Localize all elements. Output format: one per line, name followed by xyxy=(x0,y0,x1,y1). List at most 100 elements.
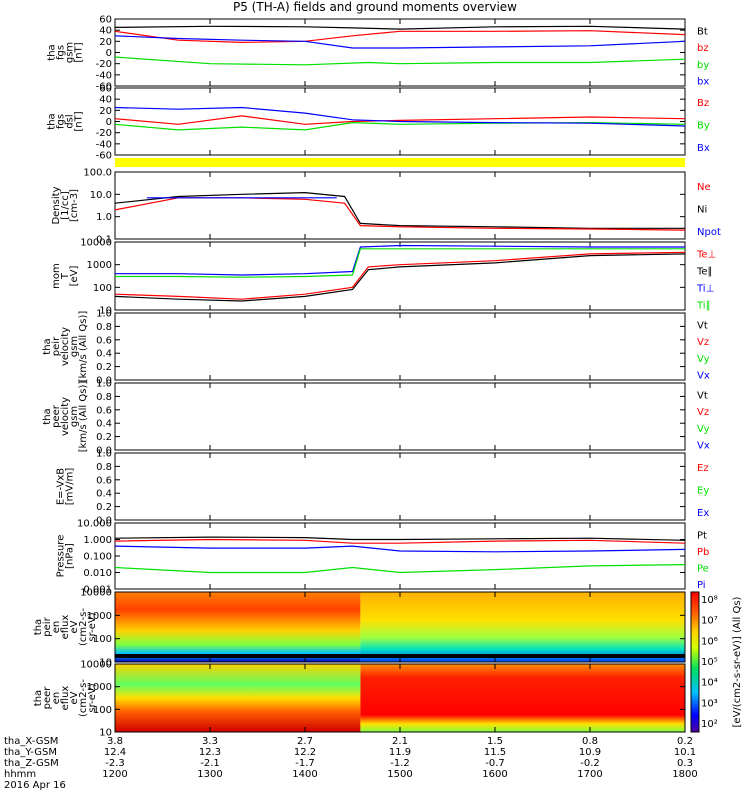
x-tick-label-y_gsm: 10.1 xyxy=(674,747,696,758)
y-axis-label: tha xyxy=(42,408,53,424)
y-tick-label: 100 xyxy=(93,283,112,294)
colorbar-tick-label: 10⁸ xyxy=(701,595,718,606)
spectrogram-low-energy-band xyxy=(115,654,685,658)
y-tick-label: -60 xyxy=(96,151,112,162)
legend-Ti⊥: Ti⊥ xyxy=(696,284,714,295)
panel-efield: 1.0 0.8 0.6 0.4 0.2 0.0 E=-VxB[mV/m] Ez Ey Ex xyxy=(56,449,710,527)
y-tick-label: 0.4 xyxy=(96,349,112,360)
y-axis-label: [1/cc] xyxy=(60,191,71,220)
y-tick-label: -40 xyxy=(96,70,112,81)
y-axis-label: Pressure xyxy=(56,535,67,578)
legend-Te⊥: Te⊥ xyxy=(696,250,716,261)
y-axis-label: eV xyxy=(69,620,80,633)
y-tick-label: 10000 xyxy=(80,660,112,671)
legend-Ne: Ne xyxy=(697,182,711,193)
series-line-Ni xyxy=(114,191,685,229)
y-tick-label: 0 xyxy=(106,48,112,59)
legend-by: by xyxy=(697,60,709,71)
y-axis-label: tha xyxy=(47,113,58,129)
y-tick-label: 1.0 xyxy=(96,379,112,390)
x-tick-label-z_gsm: -2.1 xyxy=(200,758,220,769)
y-tick-label: 0.100 xyxy=(83,552,112,563)
x-tick-label-hhmm: 1500 xyxy=(387,769,412,780)
panel-frame xyxy=(114,522,686,590)
x-tick-label-y_gsm: 12.4 xyxy=(104,747,126,758)
date-label: 2016 Apr 16 xyxy=(4,780,66,791)
y-tick-label: 0 xyxy=(106,117,112,128)
legend-bx: bx xyxy=(697,77,709,88)
chart-title: P5 (TH-A) fields and ground moments over… xyxy=(233,0,517,14)
spectrogram-left-region xyxy=(115,592,361,662)
legend-Bx: Bx xyxy=(697,143,710,154)
legend-Ex: Ex xyxy=(697,508,709,519)
legend-bz: bz xyxy=(697,43,709,54)
y-tick-label: 0.2 xyxy=(96,362,112,373)
y-tick-label: 1.0 xyxy=(96,449,112,460)
y-axis-label: [mV/m] xyxy=(65,468,76,506)
x-row-label: tha_X-GSM xyxy=(4,736,58,747)
y-axis-label: peir xyxy=(42,616,53,636)
y-axis-label: gsm xyxy=(65,42,76,63)
y-axis-label: [nT] xyxy=(74,42,85,62)
y-tick-label: 60 xyxy=(99,15,112,26)
series-line-Bz xyxy=(114,115,686,125)
y-tick-label: 1000 xyxy=(87,260,112,271)
y-axis-label: [km/s (All Qs)] xyxy=(78,381,89,453)
legend-Ni: Ni xyxy=(697,205,707,216)
x-row-label: tha_Y-GSM xyxy=(4,747,57,758)
legend-Vx: Vx xyxy=(697,371,710,382)
y-axis-label: eV xyxy=(69,691,80,704)
legend-Pi: Pi xyxy=(697,580,706,591)
x-tick-label-x_gsm: 1.5 xyxy=(487,736,503,747)
y-tick-label: 40 xyxy=(99,95,112,106)
series-line-Bx xyxy=(114,106,686,127)
y-tick-label: 1.000 xyxy=(83,535,112,546)
spectrogram-right-region xyxy=(360,592,685,662)
y-axis-label: fgs xyxy=(56,114,67,129)
y-axis-label: dsl xyxy=(65,114,76,128)
y-axis-label: mom xyxy=(51,263,62,289)
y-axis-label: (cm2-s- xyxy=(78,608,89,646)
y-tick-label: 20 xyxy=(99,106,112,117)
panel-pressure: 10.000 1.000 0.100 0.010 0.001 Pressure[nPa] P… xyxy=(56,519,710,596)
series-line-Ti∥ xyxy=(115,248,685,278)
legend-Vy: Vy xyxy=(697,354,710,365)
x-tick-label-z_gsm: -1.2 xyxy=(390,758,410,769)
panel-peer_spec: 10000 1000 100 10 thapeerenefluxeV(cm2-s-sr-… xyxy=(33,660,686,739)
x-tick-label-hhmm: 1200 xyxy=(102,769,127,780)
y-tick-label: 10.0 xyxy=(90,190,112,201)
y-tick-label: 0.1 xyxy=(96,235,112,246)
series-line-Pe xyxy=(114,564,686,574)
y-axis-label: fgs xyxy=(56,45,67,60)
x-tick-label-hhmm: 1300 xyxy=(197,769,222,780)
panel-frame xyxy=(114,452,686,521)
y-tick-label: 0.2 xyxy=(96,432,112,443)
y-tick-label: 60 xyxy=(99,84,112,95)
series-line-Ti⊥ xyxy=(115,244,685,276)
y-tick-label: 10000 xyxy=(80,588,112,599)
y-axis-label: sr-eV) xyxy=(87,612,98,641)
panel-peir_spec: 10000 1000 100 10 thapeirenefluxeV(cm2-s-sr-… xyxy=(33,588,686,669)
y-axis-label: [eV] xyxy=(69,266,80,287)
y-tick-label: 0.8 xyxy=(96,322,112,333)
y-axis-label: gsm xyxy=(69,336,80,357)
legend-Te∥: Te∥ xyxy=(696,267,713,278)
legend-Vz: Vz xyxy=(697,337,709,348)
x-row-label: tha_Z-GSM xyxy=(4,758,59,769)
y-tick-label: 0.0 xyxy=(96,446,112,457)
y-axis-label: velocity xyxy=(60,327,71,366)
colorbar-tick-label: 10⁵ xyxy=(701,657,718,668)
x-tick-label-hhmm: 1400 xyxy=(292,769,317,780)
x-tick-label-hhmm: 1800 xyxy=(672,769,697,780)
panel-frame xyxy=(114,382,686,451)
y-axis-label: T xyxy=(60,272,71,280)
x-tick-label-y_gsm: 11.5 xyxy=(484,747,506,758)
legend-Ti∥: Ti∥ xyxy=(696,301,711,312)
x-tick-label-x_gsm: 3.3 xyxy=(202,736,218,747)
series-line-Bt xyxy=(114,25,686,30)
y-tick-label: 0.8 xyxy=(96,462,112,473)
y-tick-label: 1.0 xyxy=(96,309,112,320)
